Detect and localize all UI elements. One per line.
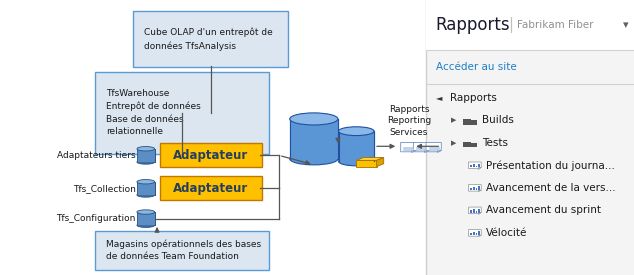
Polygon shape <box>426 142 441 152</box>
FancyBboxPatch shape <box>473 209 475 213</box>
Polygon shape <box>356 158 384 160</box>
FancyBboxPatch shape <box>133 11 288 67</box>
Text: ▶: ▶ <box>451 117 456 123</box>
Text: Vélocité: Vélocité <box>486 228 527 238</box>
FancyBboxPatch shape <box>137 212 155 225</box>
FancyBboxPatch shape <box>339 131 374 161</box>
Text: Adaptateurs tiers: Adaptateurs tiers <box>57 151 136 160</box>
Ellipse shape <box>137 223 155 227</box>
Text: Fabrikam Fiber: Fabrikam Fiber <box>517 20 593 30</box>
Ellipse shape <box>339 127 374 136</box>
Ellipse shape <box>137 160 155 164</box>
Text: Builds: Builds <box>482 115 514 125</box>
FancyBboxPatch shape <box>473 187 475 190</box>
Ellipse shape <box>137 147 155 151</box>
FancyBboxPatch shape <box>137 149 155 162</box>
Text: TfsWarehouse
Entrepôt de données
Base de données
relationnelle: TfsWarehouse Entrepôt de données Base de… <box>106 89 200 136</box>
FancyBboxPatch shape <box>463 120 477 125</box>
FancyBboxPatch shape <box>476 233 477 235</box>
FancyBboxPatch shape <box>473 164 475 167</box>
FancyBboxPatch shape <box>478 164 480 167</box>
Text: ▾: ▾ <box>623 20 628 30</box>
FancyBboxPatch shape <box>290 119 338 159</box>
Text: Avancement de la vers...: Avancement de la vers... <box>486 183 616 193</box>
FancyBboxPatch shape <box>137 149 155 162</box>
Ellipse shape <box>290 153 338 165</box>
FancyBboxPatch shape <box>160 143 262 167</box>
Polygon shape <box>401 142 416 152</box>
Polygon shape <box>469 162 481 169</box>
FancyBboxPatch shape <box>426 0 634 50</box>
FancyBboxPatch shape <box>478 231 480 235</box>
Polygon shape <box>437 150 441 152</box>
Text: Adaptateur: Adaptateur <box>173 149 249 162</box>
Ellipse shape <box>137 180 155 184</box>
Polygon shape <box>377 158 384 167</box>
FancyBboxPatch shape <box>426 0 634 275</box>
Polygon shape <box>469 207 481 214</box>
Polygon shape <box>469 185 481 191</box>
FancyBboxPatch shape <box>463 143 477 147</box>
FancyBboxPatch shape <box>137 182 155 195</box>
Ellipse shape <box>339 157 374 166</box>
Text: Adaptateur: Adaptateur <box>173 182 249 195</box>
Text: Tfs_Configuration: Tfs_Configuration <box>56 214 136 223</box>
Polygon shape <box>413 142 429 152</box>
Polygon shape <box>411 150 416 152</box>
Text: Tfs_Collection: Tfs_Collection <box>73 184 136 193</box>
Text: Présentation du journa...: Présentation du journa... <box>486 160 615 170</box>
FancyBboxPatch shape <box>463 142 471 144</box>
FancyBboxPatch shape <box>290 119 338 159</box>
Polygon shape <box>478 190 481 191</box>
Text: Cube OLAP d'un entrepôt de
données TfsAnalysis: Cube OLAP d'un entrepôt de données TfsAn… <box>144 28 273 51</box>
Text: Rapports: Rapports <box>436 16 510 34</box>
FancyBboxPatch shape <box>478 209 480 213</box>
FancyBboxPatch shape <box>476 211 477 213</box>
Polygon shape <box>478 235 481 236</box>
Text: Avancement du sprint: Avancement du sprint <box>486 205 601 215</box>
FancyBboxPatch shape <box>470 233 472 235</box>
FancyBboxPatch shape <box>160 176 262 200</box>
Text: Rapports: Rapports <box>450 93 496 103</box>
FancyBboxPatch shape <box>478 186 480 190</box>
Text: Magasins opérationnels des bases
de données Team Foundation: Magasins opérationnels des bases de donn… <box>106 239 261 261</box>
FancyBboxPatch shape <box>470 165 472 167</box>
FancyBboxPatch shape <box>137 182 155 195</box>
Ellipse shape <box>137 193 155 197</box>
Polygon shape <box>478 212 481 214</box>
FancyBboxPatch shape <box>356 160 377 167</box>
Polygon shape <box>424 150 429 152</box>
FancyBboxPatch shape <box>95 72 269 154</box>
Text: ▶: ▶ <box>451 140 456 146</box>
Ellipse shape <box>137 210 155 214</box>
FancyBboxPatch shape <box>463 119 471 121</box>
Text: Rapports
Reporting
Services: Rapports Reporting Services <box>387 104 431 137</box>
FancyBboxPatch shape <box>339 131 374 161</box>
Polygon shape <box>478 167 481 169</box>
Text: ◄: ◄ <box>436 93 442 102</box>
FancyBboxPatch shape <box>476 188 477 190</box>
FancyBboxPatch shape <box>473 232 475 235</box>
FancyBboxPatch shape <box>137 212 155 225</box>
FancyBboxPatch shape <box>476 166 477 167</box>
FancyBboxPatch shape <box>95 231 269 270</box>
Text: Tests: Tests <box>482 138 508 148</box>
Text: |: | <box>508 17 514 33</box>
FancyBboxPatch shape <box>470 210 472 213</box>
Ellipse shape <box>290 113 338 125</box>
Polygon shape <box>469 230 481 236</box>
Text: Accéder au site: Accéder au site <box>436 62 516 72</box>
FancyBboxPatch shape <box>470 188 472 190</box>
